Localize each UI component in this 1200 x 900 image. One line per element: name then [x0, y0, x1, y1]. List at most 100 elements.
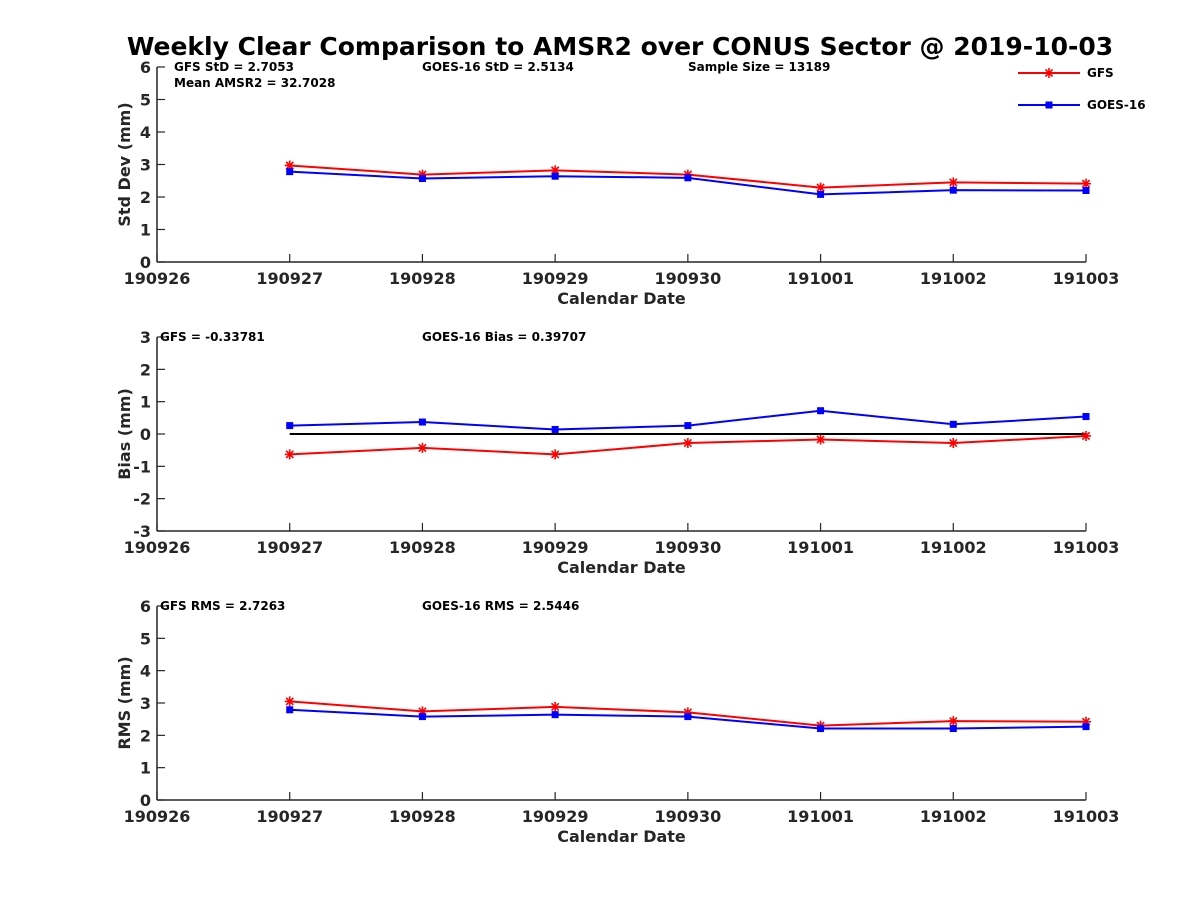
rms-goes16-point: [949, 725, 957, 733]
rms-x-axis-label: Calendar Date: [557, 827, 686, 846]
rms-gfs-point: [550, 701, 561, 712]
bias-goes16-point: [1082, 413, 1090, 421]
std-dev-gfs-point: [948, 177, 959, 188]
legend-gfs-label: GFS: [1087, 66, 1114, 80]
std-dev-x-tick-label: 191001: [787, 269, 854, 288]
rms-goes16-point: [1082, 723, 1090, 731]
bias-x-tick-label: 190927: [256, 538, 323, 557]
std-dev-gfs-point: [417, 169, 428, 180]
bias-x-tick-label: 191002: [920, 538, 987, 557]
std-dev-gfs-point: [284, 160, 295, 171]
rms-gfs-point: [284, 696, 295, 707]
rms-goes16-point: [551, 711, 559, 719]
bias-panel: -3 -2 -1 0 1 2 3 190926 190927 190928 190929 190930…: [115, 328, 1119, 577]
std-dev-y-tick-label: 0: [140, 253, 151, 272]
bias-goes16-point: [286, 422, 294, 430]
rms-annotation: GFS RMS = 2.7263: [160, 599, 285, 613]
std-dev-y-tick-label: 2: [140, 188, 151, 207]
rms-gfs-point: [682, 707, 693, 718]
rms-x-tick-label: 191001: [787, 807, 854, 826]
std-dev-y-tick-label: 3: [140, 156, 151, 175]
rms-x-tick-label: 190929: [522, 807, 589, 826]
bias-goes16-point: [684, 422, 692, 430]
std-dev-gfs-point: [550, 165, 561, 176]
bias-goes16-point: [418, 418, 426, 426]
std-dev-y-axis-label: Std Dev (mm): [115, 102, 134, 226]
rms-y-tick-label: 0: [140, 791, 151, 810]
bias-annotation: GFS = -0.33781: [160, 330, 265, 344]
std-dev-x-tick-label: 190927: [256, 269, 323, 288]
std-dev-x-tick-label: 190929: [522, 269, 589, 288]
bias-y-tick-label: -1: [133, 457, 151, 476]
bias-gfs-point: [550, 449, 561, 460]
rms-gfs-point: [1081, 716, 1091, 727]
bias-goes16-point: [551, 425, 559, 433]
bias-x-tick-label: 190929: [522, 538, 589, 557]
bias-goes16-point: [949, 420, 957, 428]
bias-x-tick-label: 190928: [389, 538, 456, 557]
std-dev-gfs-point: [1081, 178, 1091, 189]
bias-y-tick-label: -2: [133, 490, 151, 509]
rms-annotation: GOES-16 RMS = 2.5446: [422, 599, 579, 613]
bias-y-tick-label: -3: [133, 522, 151, 541]
bias-annotation: GOES-16 Bias = 0.39707: [422, 330, 586, 344]
std-dev-annotation: GFS StD = 2.7053: [174, 60, 294, 74]
bias-gfs-point: [815, 434, 826, 445]
std-dev-x-tick-label: 190926: [124, 269, 191, 288]
std-dev-goes16-point: [1082, 187, 1090, 194]
rms-goes16-point: [286, 706, 294, 714]
std-dev-annotation: GOES-16 StD = 2.5134: [422, 60, 574, 74]
rms-x-tick-label: 191003: [1053, 807, 1120, 826]
rms-y-tick-label: 4: [140, 662, 151, 681]
std-dev-y-tick-label: 5: [140, 91, 151, 110]
bias-goes16-point: [817, 407, 825, 415]
legend-gfs-marker: [1044, 68, 1054, 78]
bias-y-tick-label: 1: [140, 393, 151, 412]
std-dev-x-tick-label: 190930: [654, 269, 721, 288]
rms-y-axis-label: RMS (mm): [115, 656, 134, 749]
rms-panel: 0 1 2 3 4 5 6 190926 190927 190928 190929 190930 191…: [115, 597, 1119, 846]
rms-y-tick-label: 1: [140, 759, 151, 778]
std-dev-goes16-point: [286, 168, 294, 176]
rms-y-tick-label: 2: [140, 726, 151, 745]
legend-goes16-marker: [1045, 101, 1053, 109]
std-dev-goes16-point: [949, 186, 957, 194]
rms-goes16-point: [817, 725, 825, 733]
bias-y-tick-label: 2: [140, 360, 151, 379]
bias-x-tick-label: 190926: [124, 538, 191, 557]
bias-x-tick-label: 190930: [654, 538, 721, 557]
std-dev-goes16-point: [418, 174, 426, 182]
std-dev-goes16-point: [551, 172, 559, 180]
rms-gfs-point: [417, 706, 428, 717]
bias-x-tick-label: 191001: [787, 538, 854, 557]
std-dev-y-tick-label: 1: [140, 221, 151, 240]
rms-goes16-point: [684, 713, 692, 721]
std-dev-annotation: Sample Size = 13189: [688, 60, 830, 74]
std-dev-goes16-point: [817, 190, 825, 198]
legend: GFS GOES-16: [1018, 66, 1146, 112]
rms-y-tick-label: 6: [140, 597, 151, 616]
bias-gfs-point: [682, 438, 693, 449]
std-dev-goes16-point: [684, 174, 692, 182]
bias-gfs-point: [948, 438, 959, 449]
rms-x-tick-label: 190927: [256, 807, 323, 826]
bias-gfs-point: [417, 442, 428, 453]
std-dev-x-tick-label: 191003: [1053, 269, 1120, 288]
legend-goes16-label: GOES-16: [1087, 98, 1146, 112]
bias-x-tick-label: 191003: [1053, 538, 1120, 557]
std-dev-panel: 0 1 2 3 4 5 6 190926 190927 190928 190929 190930 191…: [115, 58, 1119, 308]
bias-gfs-point: [1081, 430, 1091, 441]
std-dev-x-axis-label: Calendar Date: [557, 289, 686, 308]
rms-goes16-point: [418, 713, 426, 721]
bias-y-axis-label: Bias (mm): [115, 388, 134, 480]
rms-y-tick-label: 3: [140, 694, 151, 713]
bias-x-axis-label: Calendar Date: [557, 558, 686, 577]
std-dev-gfs-point: [815, 182, 826, 193]
std-dev-y-tick-label: 4: [140, 123, 151, 142]
rms-x-tick-label: 190928: [389, 807, 456, 826]
std-dev-y-tick-label: 6: [140, 58, 151, 77]
rms-gfs-point: [948, 716, 959, 727]
rms-y-tick-label: 5: [140, 629, 151, 648]
rms-x-tick-label: 191002: [920, 807, 987, 826]
